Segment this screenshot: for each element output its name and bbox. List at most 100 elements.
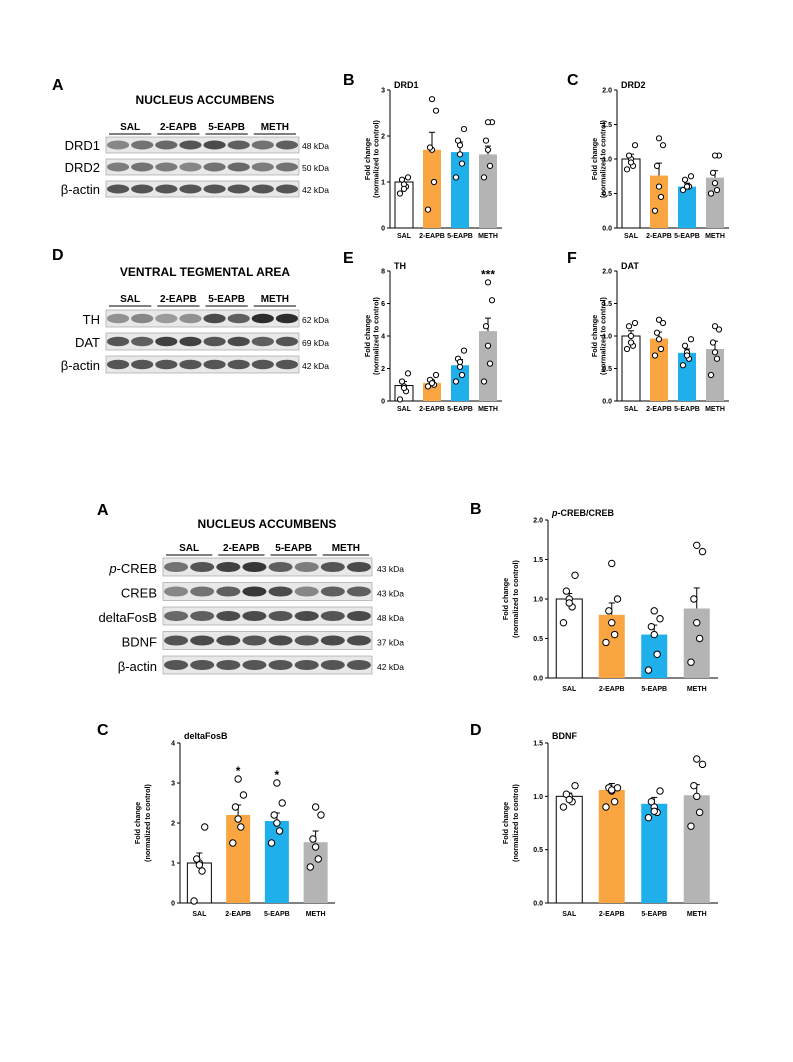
data-point — [647, 622, 656, 631]
data-point — [608, 619, 616, 627]
data-point — [267, 839, 276, 847]
blot-band — [216, 659, 241, 671]
data-point — [681, 176, 689, 183]
blot-band — [216, 610, 241, 622]
blot-row-label: CREB — [121, 586, 157, 601]
blot-strip — [162, 631, 373, 650]
blot-row: CREB 43 kDa — [121, 582, 404, 601]
blot-row-label: DRD2 — [65, 160, 100, 175]
blot-row-label: deltaFosB — [98, 610, 157, 625]
blot-row: DAT 69 kDa — [75, 332, 329, 351]
blot-row: DRD2 50 kDa — [65, 158, 329, 176]
x-tick-label: METH — [478, 406, 498, 413]
data-point — [562, 587, 571, 595]
blot-band — [242, 561, 267, 573]
blot-band — [294, 610, 319, 622]
blot-band — [106, 140, 130, 150]
data-point — [454, 137, 462, 144]
panel-letter: E — [343, 250, 354, 267]
data-point — [707, 190, 715, 197]
y-tick-label: 2.0 — [602, 269, 612, 276]
x-tick-label: METH — [687, 686, 707, 693]
y-tick-label: 2 — [381, 134, 385, 141]
y-tick-label: 3 — [171, 781, 175, 788]
molecular-weight-label: 43 kDa — [377, 564, 404, 574]
blot-band — [242, 659, 267, 671]
data-point — [650, 807, 658, 815]
blot-row-label: DRD1 — [65, 138, 100, 153]
y-tick-label: 0 — [381, 226, 385, 233]
data-point — [653, 162, 661, 169]
blot-band — [227, 336, 250, 347]
panel-letter: C — [567, 72, 579, 89]
blot-band — [131, 359, 154, 370]
data-point — [480, 378, 488, 385]
data-point — [428, 96, 436, 103]
bar-chart-fig1E: E TH 0 2 4 6 8 Fold change(normalized to contro… — [343, 250, 502, 413]
blot-group-label: 5-EAPB — [208, 294, 245, 305]
data-point — [306, 863, 314, 871]
blot-band — [268, 610, 293, 622]
molecular-weight-label: 42 kDa — [302, 185, 329, 195]
data-point — [400, 185, 408, 192]
blot-band — [227, 359, 250, 370]
data-point — [486, 360, 494, 367]
blot-band — [251, 336, 274, 347]
y-tick-label: 0.5 — [533, 636, 543, 643]
chart-title: deltaFosB — [184, 731, 228, 741]
x-tick-label: 5-EAPB — [641, 686, 667, 693]
data-point — [679, 362, 687, 369]
bar-5-eapb — [264, 821, 289, 903]
data-point — [651, 352, 659, 359]
x-tick-label: SAL — [624, 233, 639, 240]
data-point — [458, 371, 466, 379]
blot-band — [203, 140, 226, 150]
data-point — [711, 152, 719, 159]
blot-row-label: BDNF — [122, 635, 157, 650]
y-tick-label: 0.5 — [533, 847, 543, 854]
molecular-weight-label: 42 kDa — [377, 662, 404, 672]
data-point — [681, 342, 689, 349]
blot-band — [106, 313, 130, 324]
blot-band — [106, 184, 130, 194]
y-tick-label: 6 — [381, 301, 385, 308]
western-blot-fig2A: A NUCLEUS ACCUMBENS SAL 2-EAPB 5-EAPB METH p-C… — [97, 502, 404, 675]
y-axis-label: Fold change(normalized to control) — [501, 783, 520, 861]
data-point — [625, 323, 633, 330]
data-point — [190, 897, 198, 905]
blot-band — [190, 610, 215, 622]
y-tick-label: 1.0 — [602, 334, 612, 341]
blot-band — [131, 184, 154, 194]
data-point — [398, 378, 406, 385]
data-point — [711, 180, 719, 187]
data-point — [484, 279, 492, 286]
x-tick-label: 2-EAPB — [646, 406, 672, 413]
blot-band — [251, 313, 274, 324]
data-point — [715, 326, 723, 333]
y-axis-label-line: (normalized to control) — [599, 296, 608, 374]
blot-band — [164, 586, 189, 597]
x-tick-label: 2-EAPB — [646, 233, 672, 240]
chart-title: DRD2 — [621, 80, 646, 90]
blot-group-label: SAL — [120, 294, 140, 305]
x-tick-label: SAL — [397, 406, 412, 413]
x-tick-label: SAL — [562, 686, 577, 693]
blot-band — [320, 659, 345, 671]
panel-letter: B — [470, 501, 482, 518]
y-axis-label-line: (normalized to control) — [372, 119, 381, 197]
blot-band — [242, 635, 267, 646]
blot-row: deltaFosB 48 kDa — [98, 606, 404, 626]
data-point — [653, 650, 661, 658]
blot-band — [106, 336, 130, 347]
panel-letter: B — [343, 72, 355, 89]
data-point — [309, 835, 317, 843]
blot-group-label: 2-EAPB — [160, 122, 197, 133]
data-point — [693, 792, 701, 801]
data-point — [201, 823, 209, 831]
data-point — [709, 169, 717, 176]
y-tick-label: 1 — [381, 180, 385, 187]
molecular-weight-label: 50 kDa — [302, 163, 329, 173]
blot-strip — [105, 332, 300, 351]
blot-row-label-rest: -CREB — [117, 561, 157, 576]
